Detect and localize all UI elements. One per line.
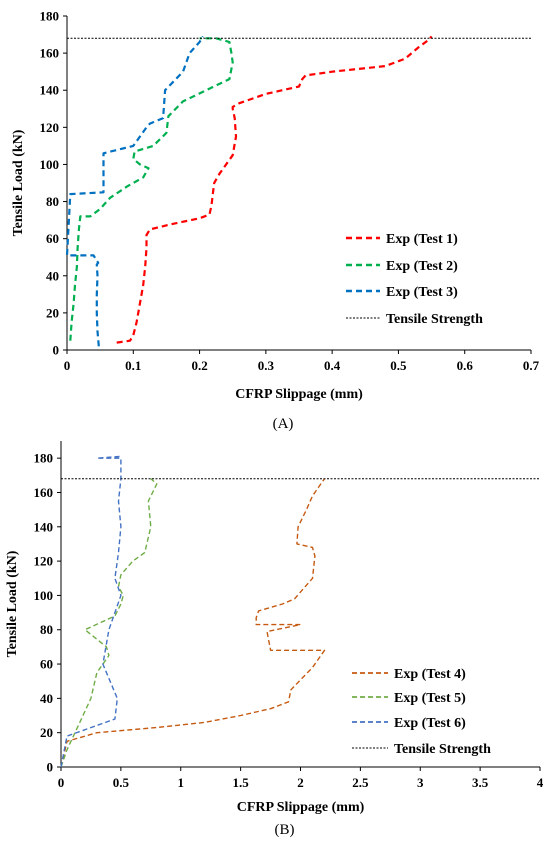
- y-tick-label: 0: [47, 760, 54, 775]
- y-tick-label: 100: [34, 588, 54, 603]
- x-tick-label: 0.5: [113, 775, 130, 790]
- y-tick-label: 160: [34, 485, 54, 500]
- x-tick-label: 0.4: [324, 358, 341, 373]
- panel-caption: (A): [273, 416, 294, 432]
- x-tick-label: 0.6: [457, 358, 474, 373]
- y-tick-label: 80: [40, 622, 53, 637]
- series-line-1: [60, 478, 326, 768]
- y-tick-label: 20: [40, 725, 53, 740]
- y-tick-label: 160: [40, 46, 60, 61]
- legend-label-4: Tensile Strength: [394, 742, 491, 757]
- y-tick-label: 60: [46, 231, 59, 246]
- legend-label-2: Exp (Test 2): [386, 259, 458, 274]
- panel-caption: (B): [275, 822, 295, 838]
- y-tick-label: 80: [46, 194, 59, 209]
- legend-label-1: Exp (Test 1): [386, 232, 458, 247]
- x-tick-label: 0.1: [125, 358, 141, 373]
- y-axis-title: Tensile Load (kN): [5, 550, 20, 657]
- y-tick-label: 120: [34, 554, 54, 569]
- x-tick-label: 3.5: [472, 775, 489, 790]
- chart-panel-1: 0 0.1 0.2 0.3 0.4 0.5 0.6 0.7 0 20 40 60 80 100 120 140…: [11, 9, 540, 433]
- series-line-2: [69, 37, 234, 341]
- legend-label-2: Exp (Test 5): [394, 691, 466, 706]
- x-tick-label: 0.3: [258, 358, 275, 373]
- y-tick-label: 0: [53, 343, 60, 358]
- y-tick-label: 180: [40, 9, 60, 24]
- y-tick-label: 20: [46, 305, 59, 320]
- x-axis-title: CFRP Slippage (mm): [237, 800, 365, 815]
- x-tick-label: 4: [537, 775, 544, 790]
- x-tick-label: 0.2: [191, 358, 207, 373]
- y-tick-label: 40: [46, 268, 59, 283]
- legend-label-3: Exp (Test 3): [386, 285, 458, 300]
- chart-panel-2: 0 0.5 1 1.5 2 2.5 3 3.5 402040608010012014016018…: [5, 441, 544, 838]
- series-line-3: [60, 455, 122, 768]
- x-tick-label: 2: [297, 775, 304, 790]
- x-tick-label: 1.5: [233, 775, 250, 790]
- x-tick-label: 0.5: [390, 358, 407, 373]
- legend-label-4: Tensile Strength: [386, 312, 483, 327]
- x-axis-title: CFRP Slippage (mm): [235, 387, 363, 402]
- legend-label-1: Exp (Test 4): [394, 667, 466, 682]
- y-tick-label: 100: [40, 157, 60, 172]
- y-tick-label: 140: [40, 83, 60, 98]
- x-tick-label: 1: [178, 775, 185, 790]
- y-axis-title: Tensile Load (kN): [11, 129, 26, 236]
- y-tick-label: 60: [40, 657, 53, 672]
- series-line-3: [65, 35, 204, 347]
- legend-label-3: Exp (Test 6): [394, 716, 466, 731]
- x-tick-label: 3: [417, 775, 424, 790]
- x-tick-label: 0: [64, 358, 71, 373]
- x-tick-label: 0: [58, 775, 65, 790]
- y-tick-label: 180: [34, 451, 54, 466]
- y-tick-label: 120: [40, 120, 60, 135]
- y-tick-label: 140: [34, 519, 54, 534]
- series-line-2: [60, 478, 158, 768]
- y-tick-label: 40: [40, 691, 53, 706]
- x-tick-label: 2.5: [352, 775, 369, 790]
- x-tick-label: 0.7: [523, 358, 540, 373]
- series-line-1: [116, 35, 433, 344]
